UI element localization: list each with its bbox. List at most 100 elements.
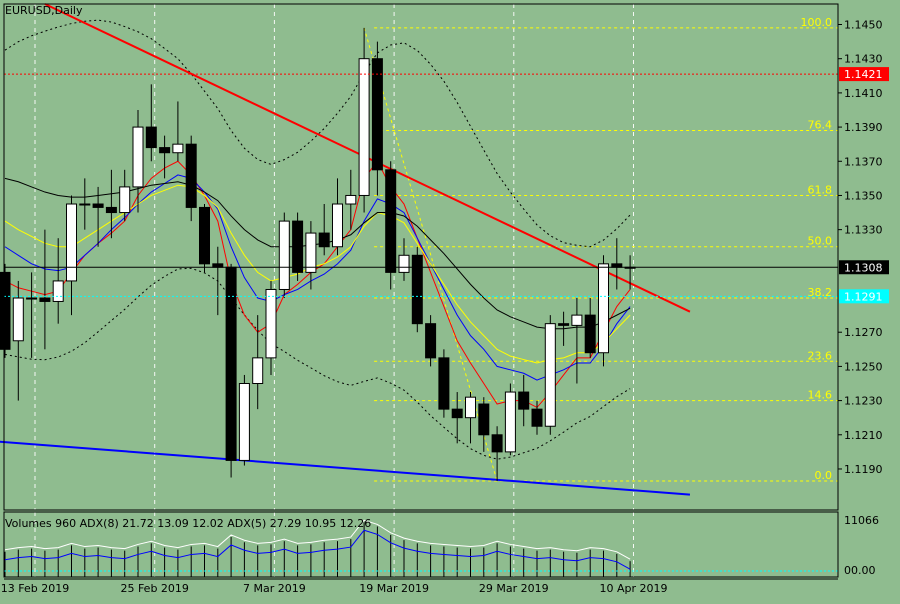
- adx-blue-line: [4, 529, 631, 570]
- price-tick-label: 1.1430: [844, 53, 883, 66]
- candle-body: [92, 203, 104, 208]
- trendline-up: [0, 440, 691, 496]
- price-tick-label: 1.1370: [844, 155, 883, 168]
- price-tick-label: 1.1210: [844, 429, 883, 442]
- candle-body: [518, 391, 530, 410]
- adx-white-line: [4, 519, 631, 560]
- time-label: 7 Mar 2019: [243, 582, 306, 595]
- resistance-label: 1.1421: [844, 68, 883, 81]
- candle-body: [451, 408, 463, 419]
- fib-label: 100.0: [801, 16, 833, 29]
- indicator-label: Volumes 960 ADX(8) 21.72 13.09 12.02 ADX…: [5, 517, 371, 530]
- candle-body: [558, 323, 570, 326]
- candle-body: [465, 396, 476, 419]
- volume-panel-frame: [3, 511, 839, 578]
- main-panel-frame: [3, 3, 839, 511]
- candle-body: [12, 297, 24, 342]
- candle-body: [0, 271, 11, 350]
- price-tick-label: 1.1350: [844, 189, 883, 202]
- price-tick-label: 1.1450: [844, 19, 883, 32]
- cyan-label: 1.1291: [844, 290, 883, 303]
- candle-body: [145, 126, 157, 149]
- volume-panel: [4, 519, 838, 577]
- candle-body: [278, 220, 290, 290]
- candle-body: [199, 206, 210, 265]
- candle-body: [571, 314, 583, 326]
- candle-body: [238, 383, 250, 461]
- candle-body: [398, 254, 410, 273]
- band-upper: [4, 19, 631, 248]
- envelope-bands: [4, 19, 631, 460]
- candle-body: [26, 297, 38, 300]
- volume-bottom-label: 00.00: [844, 564, 876, 577]
- candle-body: [185, 143, 197, 208]
- candle-body: [385, 169, 397, 273]
- candle-body: [79, 203, 91, 206]
- candle-body: [225, 266, 237, 461]
- candle-body: [584, 314, 596, 354]
- price-tick-label: 1.1390: [844, 121, 883, 134]
- fib-label: 61.8: [808, 183, 833, 196]
- symbol-label: EURUSD,Daily: [5, 4, 83, 17]
- candles: [0, 27, 636, 481]
- candle-body: [159, 147, 171, 154]
- price-tick-label: 1.1330: [844, 224, 883, 237]
- price-tick-label: 1.1270: [844, 326, 883, 339]
- candle-body: [105, 206, 117, 214]
- axes: 13 Feb 2019 25 Feb 2019 7 Mar 2019 19 Mar 2…: [1, 3, 883, 595]
- price-tick-label: 1.1190: [844, 463, 883, 476]
- candle-body: [611, 263, 623, 268]
- candle-body: [119, 186, 131, 214]
- candle-body: [598, 263, 609, 354]
- fib-label: 76.4: [808, 119, 833, 132]
- price-tick-label: 1.1250: [844, 360, 883, 373]
- candle-body: [531, 408, 543, 427]
- candle-body: [438, 357, 450, 410]
- volume-top-label: 11066: [844, 514, 879, 527]
- candle-body: [478, 403, 490, 436]
- candle-body: [52, 280, 64, 302]
- fib-label: 38.2: [808, 286, 833, 299]
- candle-body: [411, 254, 423, 325]
- candle-body: [318, 232, 330, 248]
- candle-body: [332, 203, 343, 248]
- fib-label: 50.0: [808, 235, 833, 248]
- fib-label: 14.6: [808, 389, 833, 402]
- candle-body: [358, 58, 370, 196]
- cyan-badge: [839, 289, 889, 304]
- ma-yellow-line: [4, 184, 631, 364]
- resistance-badge: [839, 67, 889, 82]
- ma-black-line: [4, 177, 631, 330]
- candle-body: [544, 323, 556, 427]
- candle-body: [39, 297, 51, 302]
- candle-body: [172, 143, 184, 154]
- candle-body: [491, 434, 503, 453]
- ma-blue-line: [4, 174, 631, 381]
- candle-body: [292, 220, 304, 273]
- fib-label: 23.6: [808, 349, 833, 362]
- candle-body: [66, 203, 77, 282]
- fibonacci-levels: 100.0 76.4 61.8 50.0 38.2 23.6 14.6 0.0: [363, 16, 838, 482]
- time-label: 19 Mar 2019: [359, 582, 429, 595]
- candle-body: [252, 357, 264, 384]
- candle-body: [504, 391, 516, 453]
- current-price-badge: [839, 260, 889, 275]
- price-tick-label: 1.1410: [844, 87, 883, 100]
- candle-body: [345, 194, 357, 205]
- current-price-label: 1.1308: [844, 261, 883, 274]
- fib-label: 0.0: [815, 469, 833, 482]
- band-lower: [4, 267, 631, 460]
- candle-body: [425, 323, 437, 359]
- time-label: 10 Apr 2019: [599, 582, 667, 595]
- price-tick-label: 1.1230: [844, 395, 883, 408]
- candle-body: [212, 263, 224, 268]
- candle-body: [132, 126, 144, 188]
- time-label: 13 Feb 2019: [1, 582, 69, 595]
- fib-diagonal: [363, 27, 498, 482]
- candle-body: [371, 58, 383, 171]
- candle-body: [265, 288, 277, 359]
- time-label: 25 Feb 2019: [120, 582, 188, 595]
- price-lines: 1.1421 1.1308 1.1291: [4, 67, 889, 304]
